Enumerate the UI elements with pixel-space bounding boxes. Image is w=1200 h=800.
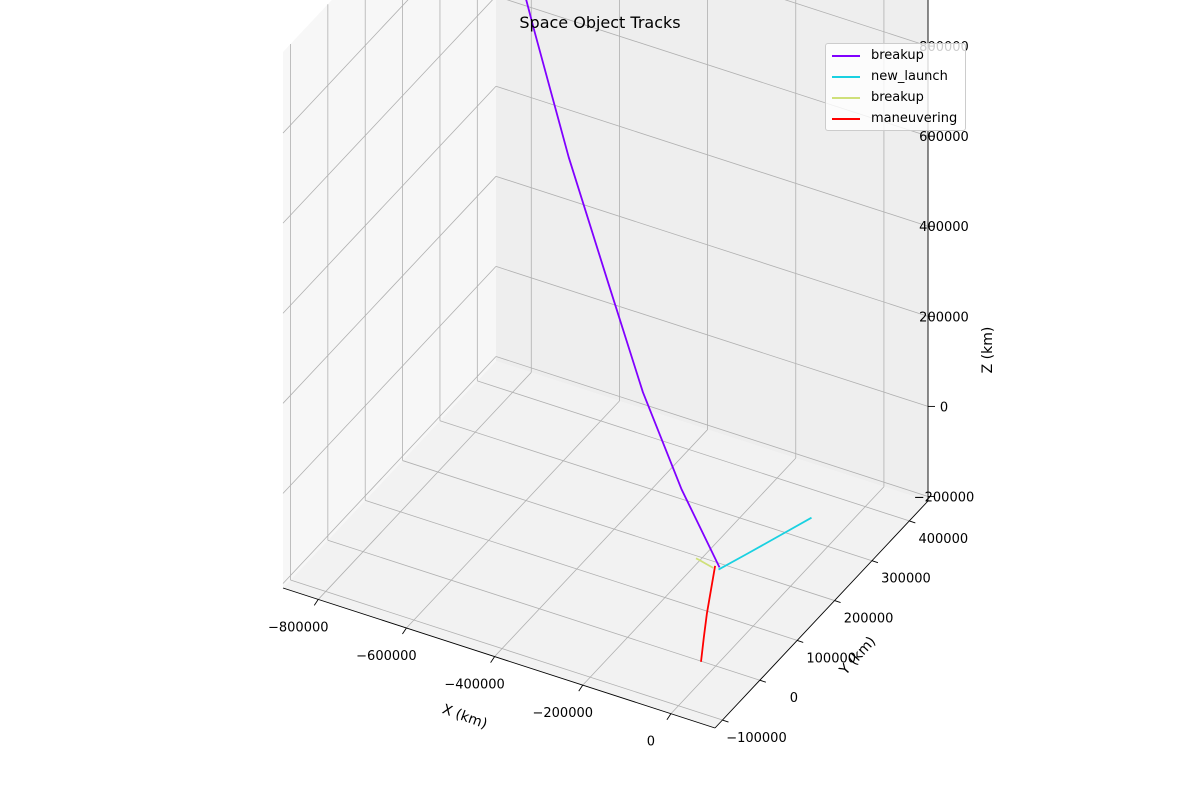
legend: breakup new_launch breakup maneuvering: [825, 43, 966, 131]
x-tick-label: −200000: [532, 706, 593, 721]
y-tick-mark: [722, 719, 729, 723]
y-tick-label: −100000: [726, 731, 787, 746]
x-grid-line: [582, 457, 797, 686]
z-tick-label: 400000: [919, 220, 969, 235]
legend-item-breakup: breakup: [826, 45, 924, 66]
legend-swatch-breakup-2: [832, 96, 860, 99]
x-tick-label: 0: [647, 735, 655, 750]
z-grid-line: [784, 0, 929, 47]
legend-label: breakup: [871, 90, 924, 105]
series-line-2: [695, 557, 714, 569]
legend-item-breakup-2: breakup: [826, 87, 924, 108]
x-tick-label: −400000: [444, 678, 505, 693]
grid-lines: [282, 0, 929, 721]
y-axis-line: [714, 500, 929, 729]
x-axis-label: X (km): [440, 701, 489, 732]
y-grid-line: [477, 380, 910, 522]
x-tick-mark: [578, 684, 584, 692]
series-line-1: [718, 516, 812, 571]
floor-pane: [283, 361, 928, 728]
chart-title: Space Object Tracks: [519, 13, 680, 32]
z-tick-label: 600000: [919, 130, 969, 145]
x-grid-line: [317, 372, 532, 600]
z-grid-line: [282, 85, 497, 314]
y-grid-line: [439, 420, 873, 562]
x-tick-mark: [313, 599, 319, 606]
z-grid-line: [282, 176, 497, 404]
y-grid-line: [290, 579, 723, 721]
z-grid-line: [495, 175, 929, 317]
x-grid-line: [670, 486, 885, 714]
z-tick-label: −200000: [914, 490, 975, 505]
y-tick-mark: [759, 679, 766, 683]
z-tick-label: 0: [940, 400, 948, 415]
x-axis-line: [282, 587, 716, 729]
y-grid-line: [402, 460, 835, 601]
y-tick-mark: [834, 600, 841, 603]
y-tick-mark: [871, 560, 879, 564]
x-grid-line: [406, 400, 620, 629]
series-group: [525, 0, 812, 662]
y-grid-line: [327, 539, 760, 681]
series-line-3: [700, 565, 716, 662]
y-tick-label: 400000: [918, 532, 968, 547]
y-tick-label: 300000: [881, 572, 931, 587]
x-tick-mark: [402, 627, 407, 635]
legend-item-maneuvering: maneuvering: [826, 108, 957, 129]
legend-swatch-maneuvering: [832, 117, 860, 120]
y-tick-label: 0: [790, 691, 798, 706]
legend-item-new-launch: new_launch: [826, 66, 948, 87]
legend-label: maneuvering: [871, 111, 958, 126]
x-tick-mark: [490, 656, 495, 663]
axis-panes: [283, 0, 928, 728]
y-tick-label: 100000: [806, 651, 856, 666]
z-grid-line: [495, 356, 929, 497]
legend-swatch-new-launch: [832, 75, 860, 78]
legend-label: breakup: [871, 48, 924, 63]
legend-label: new_launch: [871, 69, 948, 84]
z-grid-line: [282, 0, 493, 224]
tick-labels: −800000 −600000 −400000 −200000 0 −100000 0 100…: [268, 40, 974, 750]
y-tick-label: 200000: [844, 612, 894, 627]
z-tick-label: 200000: [919, 310, 969, 325]
y-grid-line: [365, 500, 798, 641]
left-pane: [283, 0, 496, 588]
y-tick-mark: [797, 639, 804, 643]
x-tick-label: −600000: [356, 649, 417, 664]
z-grid-line: [282, 0, 409, 134]
y-tick-mark: [909, 520, 916, 524]
z-grid-line: [495, 85, 929, 227]
z-grid-line: [282, 266, 497, 494]
series-line-0: [525, 0, 721, 568]
z-grid-line: [495, 266, 929, 407]
back-pane: [496, 0, 928, 501]
z-axis-label: Z (km): [980, 327, 996, 374]
z-grid-line: [282, 356, 497, 584]
x-tick-mark: [666, 713, 672, 720]
x-tick-label: −800000: [268, 620, 329, 635]
legend-swatch-breakup: [832, 54, 860, 57]
